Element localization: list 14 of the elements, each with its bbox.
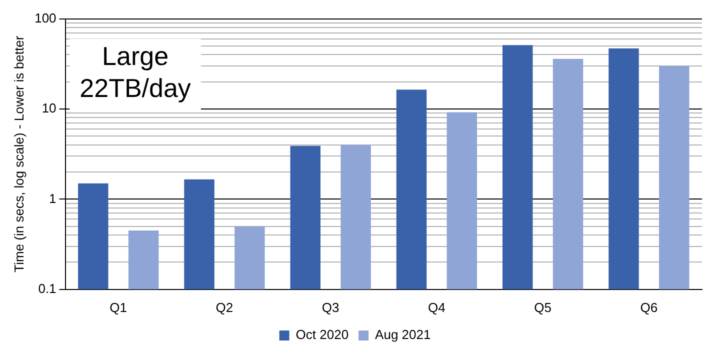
y-tick-label: 1 <box>49 190 56 206</box>
y-tick-label: 100 <box>34 10 56 26</box>
y-tick-label: 0.1 <box>38 280 56 296</box>
y-tick-label: 10 <box>42 100 56 116</box>
x-tick-label: Q6 <box>640 300 658 315</box>
legend-label: Aug 2021 <box>375 327 431 342</box>
x-tick-label: Q4 <box>428 300 446 315</box>
legend-label: Oct 2020 <box>296 327 349 342</box>
y-axis-title: Time (in secs, log scale) - Lower is better <box>11 35 26 272</box>
x-tick-label: Q3 <box>322 300 340 315</box>
x-tick-label: Q1 <box>110 300 128 315</box>
annotation: Large 22TB/day <box>80 40 191 103</box>
x-tick-label: Q2 <box>216 300 234 315</box>
x-tick-label: Q5 <box>534 300 552 315</box>
